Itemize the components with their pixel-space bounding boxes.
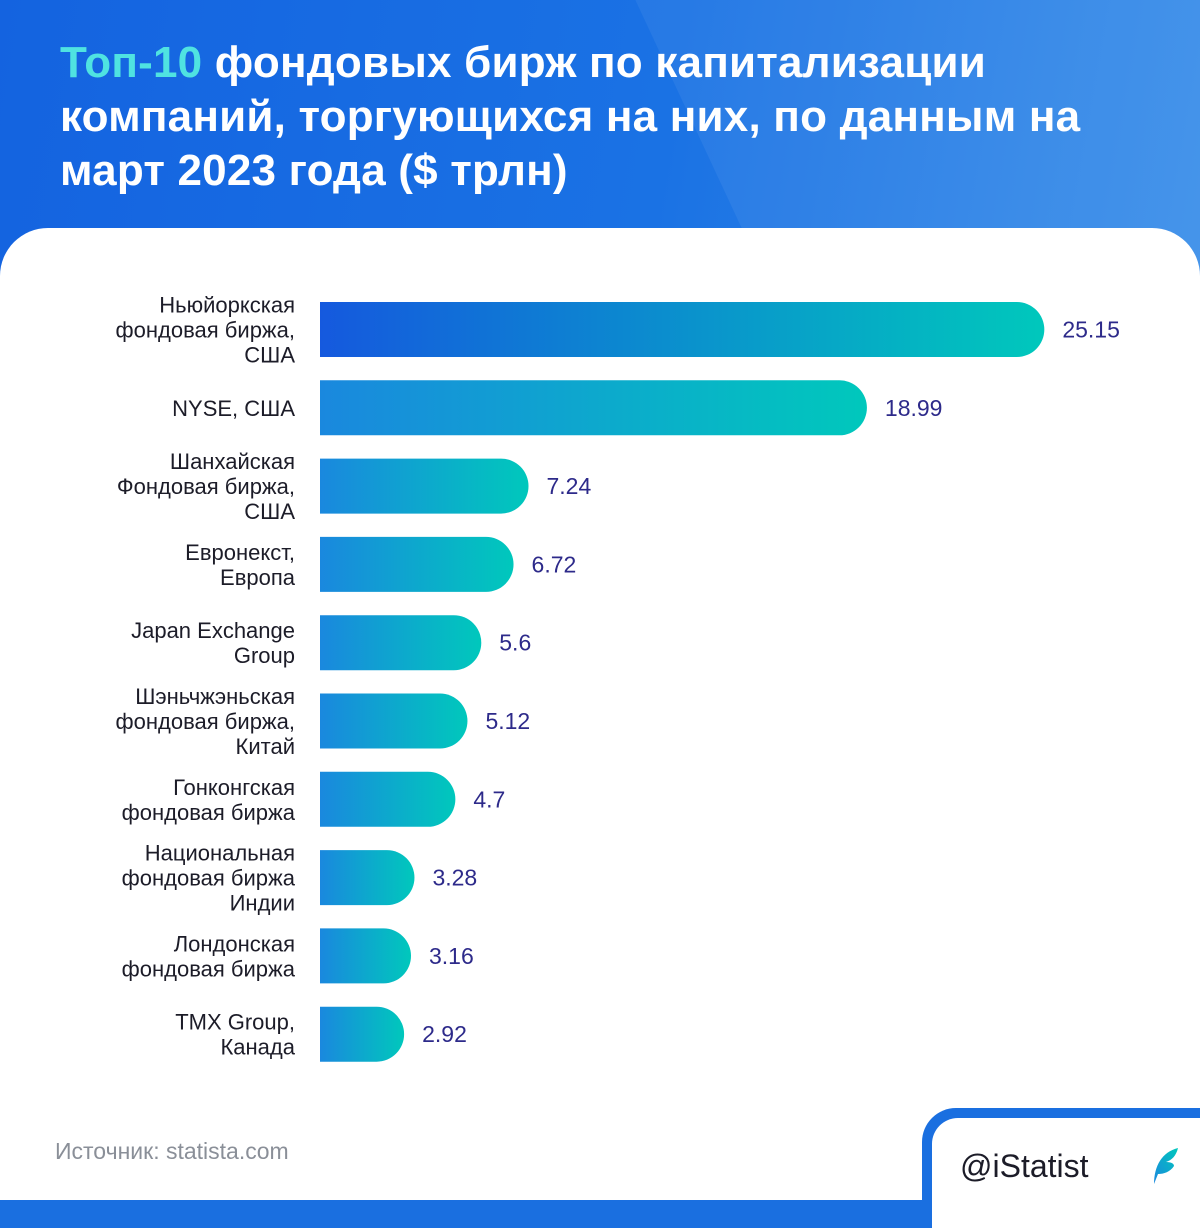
category-label-line: Европа [220, 565, 296, 590]
category-label-line: фондовая биржа [122, 800, 296, 825]
bar-9 [320, 928, 412, 984]
value-label-3: 7.24 [547, 473, 592, 499]
title-accent: Топ-10 [60, 38, 203, 87]
value-label-5: 5.6 [499, 630, 531, 656]
feather-icon [1154, 1148, 1178, 1184]
value-label-10: 2.92 [422, 1021, 467, 1047]
brand-badge: @iStatist [922, 1108, 1200, 1228]
bar-2 [320, 380, 867, 436]
category-label-line: Group [234, 643, 295, 668]
category-label-3: Шанхайская Фондовая биржа, США [117, 449, 295, 524]
category-label-6: Шэньчжэньская фондовая биржа, Китай [116, 684, 295, 759]
brand-badge-inner: @iStatist [932, 1118, 1200, 1228]
bar-1 [320, 302, 1045, 357]
category-label-10: TMX Group, Канада [175, 1010, 296, 1060]
chart-card: 25.15 Ньюйоркская фондовая биржа, США 18.99 N… [0, 228, 1200, 1200]
value-label-7: 4.7 [473, 786, 505, 812]
category-label-line: Лондонская [174, 931, 295, 956]
category-label-line: Гонконгская [173, 775, 295, 800]
category-label-line: Китай [236, 734, 295, 759]
category-label-line: Национальная [145, 841, 295, 866]
value-label-8: 3.28 [432, 865, 477, 891]
source-note: Источник: statista.com [55, 1138, 289, 1164]
category-label-7: Гонконгская фондовая биржа [122, 775, 296, 825]
category-label-8: Национальная фондовая биржа Индии [122, 841, 296, 916]
bar-6 [320, 693, 468, 749]
bar-8 [320, 850, 415, 906]
category-label-line: Шэньчжэньская [135, 684, 295, 709]
category-label-9: Лондонская фондовая биржа [122, 931, 296, 981]
category-label-line: США [244, 499, 295, 524]
value-label-1: 25.15 [1062, 317, 1120, 343]
category-label-line: США [244, 343, 295, 368]
category-label-5: Japan Exchange Group [131, 618, 295, 668]
category-label-line: Индии [230, 891, 295, 916]
bar-3 [320, 458, 529, 514]
value-label-2: 18.99 [885, 395, 943, 421]
brand-name: @iStatist [960, 1148, 1089, 1184]
category-label-line: Ньюйоркская [159, 293, 295, 318]
category-label-line: фондовая биржа, [116, 318, 295, 343]
category-label-1: Ньюйоркская фондовая биржа, США [116, 293, 296, 368]
value-label-9: 3.16 [429, 943, 474, 969]
bar-10 [320, 1006, 405, 1062]
category-label-line: Шанхайская [170, 449, 295, 474]
category-label-line: NYSE, США [172, 396, 295, 421]
category-label-line: Евронекст, [185, 540, 295, 565]
category-label-2: NYSE, США [172, 396, 295, 421]
category-label-line: Japan Exchange [131, 618, 295, 643]
bar-5 [320, 615, 482, 671]
value-label-6: 5.12 [485, 708, 530, 734]
category-label-4: Евронекст, Европа [185, 540, 296, 590]
category-label-line: фондовая биржа [122, 866, 296, 891]
chart-title: Топ-10 фондовых бирж по капитализации ко… [60, 36, 1160, 198]
bar-4 [320, 536, 514, 592]
bar-7 [320, 771, 456, 827]
category-label-line: TMX Group, [175, 1010, 295, 1035]
category-label-line: фондовая биржа [122, 956, 296, 981]
category-label-line: фондовая биржа, [116, 709, 295, 734]
title-rest: фондовых бирж по капитализации компаний,… [60, 38, 1081, 195]
category-label-line: Канада [220, 1035, 295, 1060]
value-label-4: 6.72 [532, 551, 577, 577]
category-label-line: Фондовая биржа, [117, 474, 295, 499]
